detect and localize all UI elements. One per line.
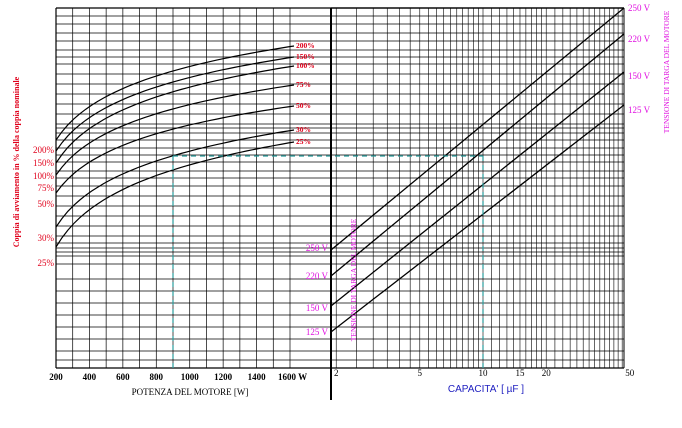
- y-tick-label-left: 50%: [38, 199, 55, 209]
- torque-curve: [55, 56, 295, 152]
- torque-curve: [55, 45, 295, 141]
- x-tick-label-left: 800: [150, 372, 164, 382]
- x-tick-label-left: 1200: [214, 372, 233, 382]
- voltage-line: [330, 104, 625, 333]
- curve-label: 25%: [296, 137, 311, 146]
- torque-curve: [55, 65, 295, 164]
- curve-label: 75%: [296, 80, 311, 89]
- x-tick-label-right: 5: [418, 368, 423, 378]
- x-tick-label-right: 2: [334, 368, 339, 378]
- x-tick-label-right: 15: [515, 368, 525, 378]
- x-tick-label-left: 1000: [181, 372, 200, 382]
- voltage-axis-label-right: TENSIONE DI TARGA DEL MOTORE: [662, 10, 671, 133]
- y-tick-label-left: 100%: [33, 171, 55, 181]
- torque-curves: [55, 45, 295, 248]
- curve-label: 200%: [296, 41, 315, 50]
- torque-curve: [55, 84, 295, 176]
- y-tick-label-left: 75%: [38, 183, 55, 193]
- curve-label: 50%: [296, 101, 311, 110]
- y-tick-label-left: 25%: [38, 258, 55, 268]
- torque-curve: [55, 129, 295, 228]
- right-panel-grid: [331, 7, 625, 369]
- voltage-label-right: 250 V: [628, 3, 651, 13]
- voltage-label-right: 150 V: [628, 71, 651, 81]
- y-axis-label-left: Coppia di avviamento in % della coppia n…: [12, 76, 21, 247]
- torque-curve: [55, 105, 295, 194]
- voltage-label-right: 125 V: [628, 105, 651, 115]
- x-tick-label-right: 10: [479, 368, 489, 378]
- x-axis-label-right: CAPACITA' [ µF ]: [448, 384, 524, 395]
- voltage-label-right: 220 V: [628, 34, 651, 44]
- curve-label: 150%: [296, 52, 315, 61]
- voltage-label-left: 125 V: [306, 327, 329, 337]
- voltage-label-left: 220 V: [306, 271, 329, 281]
- chart-labels: 200 400 600 800 1000 1200 1400 1600 W POTENZA DE…: [12, 3, 671, 397]
- left-panel-grid: [55, 7, 332, 369]
- x-axis-label-left: POTENZA DEL MOTORE [W]: [132, 387, 249, 397]
- voltage-label-left: 150 V: [306, 303, 329, 313]
- voltage-axis-label-left: TENSIONE DI TARGA DEL MOTORE: [349, 218, 358, 341]
- voltage-label-left: 250 V: [306, 243, 329, 253]
- example-path: [172, 155, 484, 368]
- x-tick-label-left: 200: [49, 372, 63, 382]
- x-tick-label-left: 600: [116, 372, 130, 382]
- voltage-lines: [330, 7, 625, 333]
- x-tick-label-left: 400: [83, 372, 97, 382]
- x-tick-label-right: 20: [542, 368, 552, 378]
- y-tick-label-left: 200%: [33, 145, 55, 155]
- x-tick-label-left: 1400: [248, 372, 267, 382]
- x-tick-label-right: 50: [625, 368, 635, 378]
- x-tick-label-left: 1600 W: [278, 372, 307, 382]
- voltage-line: [330, 71, 625, 307]
- y-tick-label-left: 30%: [38, 233, 55, 243]
- curve-label: 30%: [296, 125, 311, 134]
- y-tick-label-left: 150%: [33, 158, 55, 168]
- torque-curve: [55, 141, 295, 248]
- voltage-line: [330, 33, 625, 277]
- curve-label: 100%: [296, 61, 315, 70]
- voltage-line: [330, 7, 625, 251]
